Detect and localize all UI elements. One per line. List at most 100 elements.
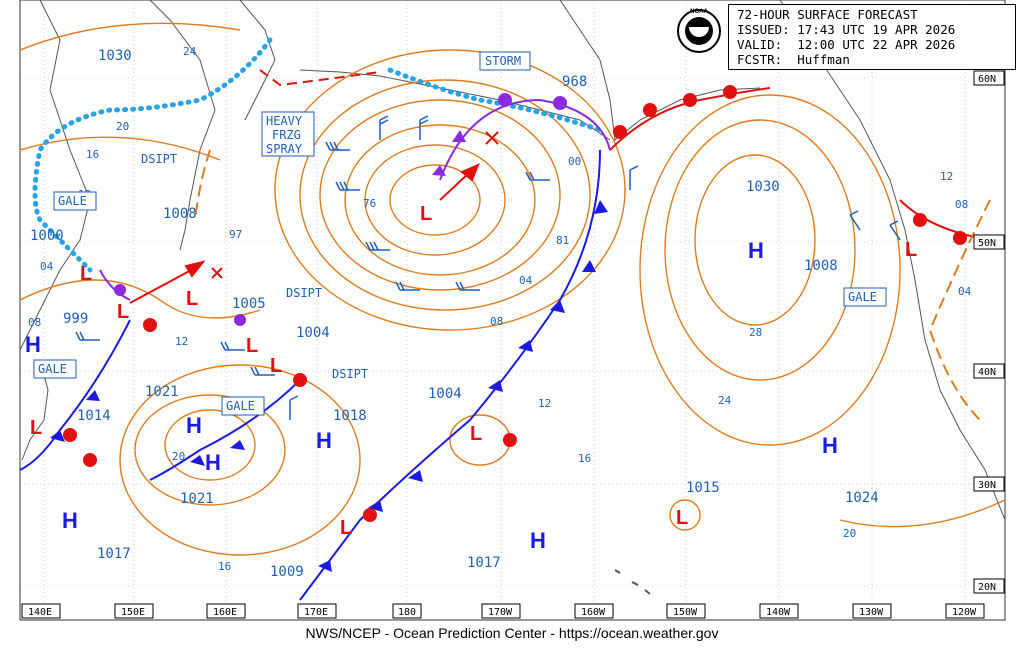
svg-text:H: H <box>822 433 838 458</box>
svg-text:H: H <box>205 450 221 475</box>
svg-text:140W: 140W <box>766 607 791 618</box>
svg-text:1030: 1030 <box>746 179 780 195</box>
svg-text:20: 20 <box>116 120 129 133</box>
svg-text:08: 08 <box>490 315 503 328</box>
svg-text:L: L <box>420 203 432 225</box>
svg-text:L: L <box>676 507 688 529</box>
low-symbols: L L L L L L L L L L L <box>30 203 917 539</box>
forecaster: FCSTR: Huffman <box>737 52 850 67</box>
svg-text:130W: 130W <box>859 607 884 618</box>
svg-text:H: H <box>62 508 78 533</box>
svg-text:H: H <box>25 332 41 357</box>
isobars <box>19 22 1006 556</box>
svg-text:12: 12 <box>940 170 953 183</box>
footer-credit: NWS/NCEP - Ocean Prediction Center - htt… <box>305 625 719 641</box>
issued-time: ISSUED: 17:43 UTC 19 APR 2026 <box>737 22 956 37</box>
svg-text:97: 97 <box>229 228 242 241</box>
motion-arrows <box>129 163 480 304</box>
svg-text:1008: 1008 <box>163 206 197 222</box>
svg-text:08: 08 <box>955 198 968 211</box>
svg-text:L: L <box>117 301 129 323</box>
svg-text:H: H <box>186 413 202 438</box>
svg-text:50N: 50N <box>978 238 996 249</box>
svg-text:1008: 1008 <box>804 258 838 274</box>
svg-text:16: 16 <box>86 148 99 161</box>
svg-text:L: L <box>80 263 92 285</box>
svg-text:24: 24 <box>183 45 197 58</box>
svg-text:28: 28 <box>749 326 762 339</box>
svg-text:DSIPT: DSIPT <box>286 286 322 300</box>
svg-text:FRZG: FRZG <box>272 128 301 142</box>
svg-text:120W: 120W <box>952 607 977 618</box>
svg-text:04: 04 <box>40 260 54 273</box>
svg-text:20N: 20N <box>978 582 996 593</box>
svg-text:60N: 60N <box>978 74 996 85</box>
svg-text:1030: 1030 <box>98 48 132 64</box>
svg-text:L: L <box>270 355 282 377</box>
svg-text:STORM: STORM <box>485 54 521 68</box>
svg-text:H: H <box>530 528 546 553</box>
svg-text:40N: 40N <box>978 367 996 378</box>
svg-text:76: 76 <box>363 197 376 210</box>
storm-x-marks <box>211 131 499 279</box>
svg-text:GALE: GALE <box>226 399 255 413</box>
svg-text:L: L <box>246 335 258 357</box>
svg-text:170E: 170E <box>304 607 328 618</box>
svg-text:20: 20 <box>172 450 185 463</box>
svg-text:12: 12 <box>175 335 188 348</box>
svg-text:1018: 1018 <box>333 408 367 424</box>
svg-text:16: 16 <box>218 560 231 573</box>
svg-text:12: 12 <box>538 397 551 410</box>
svg-text:04: 04 <box>958 285 972 298</box>
svg-text:L: L <box>186 288 198 310</box>
svg-text:1017: 1017 <box>97 546 131 562</box>
svg-text:1009: 1009 <box>270 564 304 580</box>
svg-text:DSIPT: DSIPT <box>141 152 177 166</box>
svg-text:H: H <box>748 238 764 263</box>
svg-text:20: 20 <box>843 527 856 540</box>
latitude-labels: 60N 50N 40N 30N 20N <box>973 70 1005 594</box>
svg-text:160W: 160W <box>581 607 606 618</box>
svg-text:L: L <box>30 417 42 439</box>
svg-text:180: 180 <box>398 607 416 618</box>
valid-time: VALID: 12:00 UTC 22 APR 2026 <box>737 37 956 52</box>
svg-text:L: L <box>340 517 352 539</box>
svg-text:GALE: GALE <box>58 194 87 208</box>
svg-text:HEAVY: HEAVY <box>266 114 303 128</box>
svg-text:170W: 170W <box>488 607 513 618</box>
svg-text:04: 04 <box>519 274 533 287</box>
forecast-info-box: NOAA 72-HOUR SURFACE FORECAST ISSUED: 17… <box>677 4 1016 70</box>
svg-text:1024: 1024 <box>845 490 879 506</box>
svg-text:150W: 150W <box>673 607 698 618</box>
svg-text:24: 24 <box>718 394 732 407</box>
svg-text:1021: 1021 <box>180 491 214 507</box>
svg-text:30N: 30N <box>978 480 996 491</box>
svg-text:968: 968 <box>562 74 587 90</box>
grid <box>20 0 1005 620</box>
svg-text:DSIPT: DSIPT <box>332 367 368 381</box>
svg-text:00: 00 <box>568 155 581 168</box>
warning-boxes: GALE GALE GALE GALE STORM HEAVY FRZG SPR… <box>33 51 887 416</box>
pressure-labels: 1030 1008 1000 999 1014 1021 1021 1017 1… <box>30 48 879 580</box>
svg-text:1017: 1017 <box>467 555 501 571</box>
svg-text:H: H <box>316 428 332 453</box>
svg-text:1000: 1000 <box>30 228 64 244</box>
svg-text:1004: 1004 <box>428 386 462 402</box>
svg-text:999: 999 <box>63 311 88 327</box>
svg-text:1021: 1021 <box>145 384 179 400</box>
high-symbols: H H H H H H H H <box>25 238 838 553</box>
svg-text:81: 81 <box>556 234 569 247</box>
wind-barbs <box>75 115 901 420</box>
svg-text:150E: 150E <box>121 607 145 618</box>
svg-text:SPRAY: SPRAY <box>266 142 303 156</box>
svg-text:1004: 1004 <box>296 325 330 341</box>
svg-text:140E: 140E <box>28 607 52 618</box>
svg-text:1014: 1014 <box>77 408 111 424</box>
isobar-short-labels: 24 20 16 12 04 08 12 20 16 76 81 04 08 1… <box>28 45 972 573</box>
svg-text:1015: 1015 <box>686 480 720 496</box>
noaa-logo: NOAA <box>677 9 721 53</box>
front-symbols <box>50 85 967 572</box>
svg-text:1005: 1005 <box>232 296 266 312</box>
svg-text:L: L <box>905 239 917 261</box>
